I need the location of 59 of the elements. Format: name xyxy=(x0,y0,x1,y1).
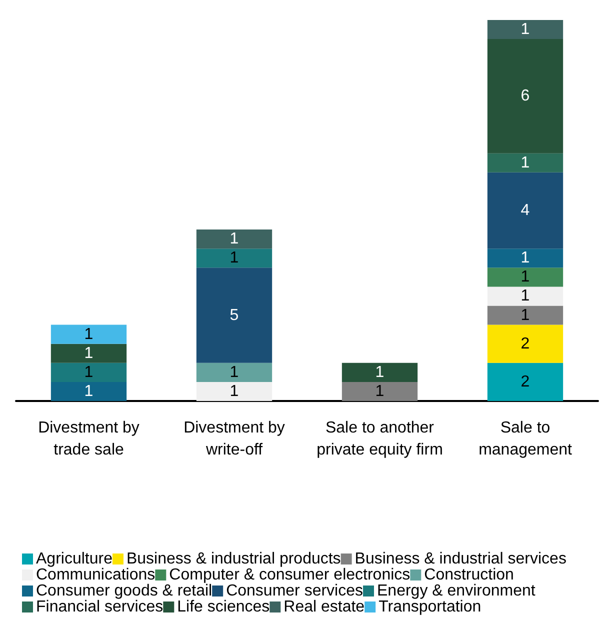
bar xyxy=(342,362,418,382)
data-label: 1 xyxy=(375,382,384,400)
legend-label: Agriculture xyxy=(36,550,113,568)
x-tick-label: Sale to management xyxy=(478,420,572,458)
bar xyxy=(487,248,564,268)
data-label: 1 xyxy=(230,382,239,400)
bar xyxy=(50,382,127,401)
legend-label: Consumer services xyxy=(226,582,364,600)
bar xyxy=(487,20,564,40)
bar xyxy=(50,324,127,344)
bar xyxy=(487,172,564,249)
bar xyxy=(487,362,564,401)
legend-label: Computer & consumer electronics xyxy=(169,566,410,584)
bar xyxy=(196,382,272,401)
bar xyxy=(50,344,127,363)
legend-label: Communications xyxy=(36,566,156,584)
bar xyxy=(196,268,272,363)
bar xyxy=(196,248,272,268)
bar xyxy=(487,324,564,363)
data-label: 1 xyxy=(375,364,384,381)
data-label: 1 xyxy=(84,344,94,362)
bar xyxy=(487,268,564,287)
legend-label: Consumer goods & retail xyxy=(36,582,212,600)
bar xyxy=(196,230,272,249)
data-label: 1 xyxy=(520,21,530,38)
data-label: 1 xyxy=(520,288,530,305)
legend-label: Construction xyxy=(424,566,514,584)
legend-label: Business & industrial products xyxy=(126,550,341,568)
bar xyxy=(342,382,418,401)
bar xyxy=(487,153,564,172)
data-label: 1 xyxy=(230,364,239,381)
data-label: 2 xyxy=(520,373,530,390)
data-label: 6 xyxy=(520,88,530,105)
data-label: 2 xyxy=(520,335,530,352)
data-label: 1 xyxy=(520,306,530,324)
data-label: 1 xyxy=(520,154,530,172)
bar xyxy=(487,39,564,154)
bar xyxy=(196,362,272,382)
legend-label: Financial services xyxy=(36,598,164,616)
data-label: 1 xyxy=(230,250,239,267)
bar xyxy=(487,306,564,325)
legend-label: Energy & environment xyxy=(377,582,536,600)
legend-label: Life sciences xyxy=(177,598,270,616)
legend-label: Real estate xyxy=(284,598,365,616)
data-label: 1 xyxy=(84,364,94,381)
bar xyxy=(487,286,564,306)
x-tick-label: Sale to another private equity firm xyxy=(316,420,443,458)
x-tick-label: Divestment by write-off xyxy=(184,420,285,458)
data-label: 1 xyxy=(520,268,530,286)
data-label: 1 xyxy=(230,230,239,248)
data-label: 4 xyxy=(520,202,530,219)
data-label: 1 xyxy=(84,326,94,343)
legend-label: Business & industrial services xyxy=(354,550,566,568)
data-label: 1 xyxy=(520,250,530,267)
bar xyxy=(50,362,127,382)
x-tick-label: Divestment by trade sale xyxy=(38,420,140,458)
data-label: 5 xyxy=(230,306,239,324)
data-label: 1 xyxy=(84,382,94,400)
legend-label: Transportation xyxy=(378,598,482,616)
